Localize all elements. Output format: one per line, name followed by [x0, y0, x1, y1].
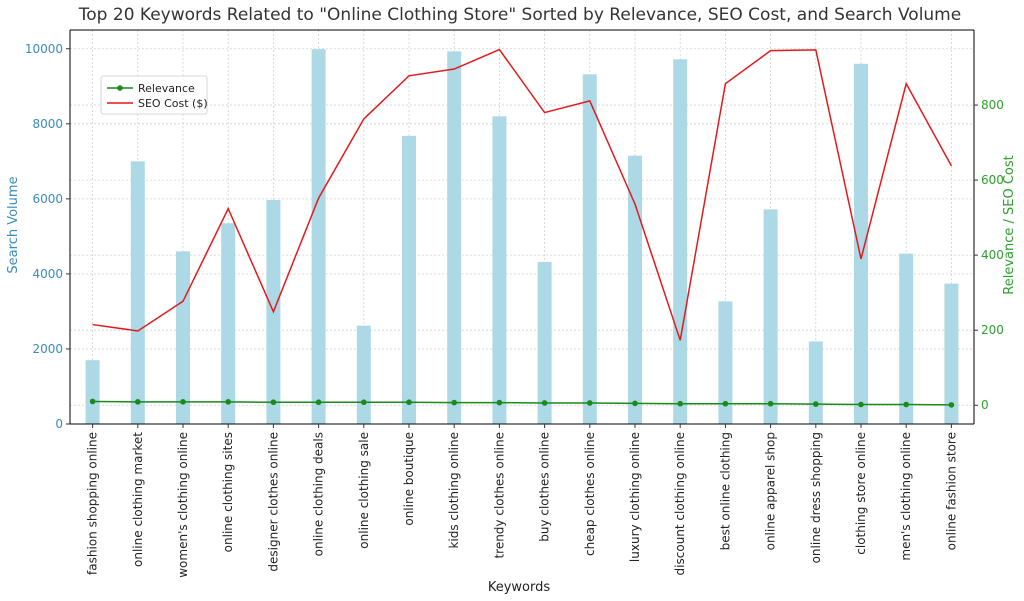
- bar-search-volume: [944, 283, 959, 424]
- bar-search-volume: [808, 341, 823, 424]
- point-relevance: [406, 399, 412, 406]
- y-left-tick-label: 4000: [32, 267, 63, 281]
- point-relevance: [496, 399, 503, 406]
- chart-title: Top 20 Keywords Related to "Online Cloth…: [78, 5, 961, 25]
- y-axis-right-label: Relevance / SEO Cost: [1002, 155, 1017, 294]
- point-relevance: [858, 401, 864, 408]
- search-volume-bars: [85, 49, 959, 425]
- point-relevance: [89, 398, 96, 405]
- bar-search-volume: [356, 325, 371, 424]
- x-tick-label: online clothing sale: [357, 432, 371, 549]
- bar-search-volume: [447, 51, 462, 424]
- legend-seo-cost-label: SEO Cost ($): [138, 97, 208, 110]
- bar-search-volume: [311, 49, 326, 424]
- point-relevance: [361, 399, 367, 406]
- x-tick-label: online clothing deals: [312, 432, 326, 556]
- y-left-tick-label: 6000: [32, 192, 63, 206]
- axes: 0 2000 4000 6000 8000 10000 0 200 400 600 800 fashi…: [25, 29, 1004, 578]
- bar-search-volume: [854, 63, 868, 425]
- x-tick-label: men's clothing online: [899, 432, 913, 561]
- bar-search-volume: [402, 135, 416, 424]
- x-tick-label: online clothing sites: [221, 432, 235, 552]
- legend: Relevance SEO Cost ($): [100, 75, 208, 115]
- x-tick-label: cheap clothes online: [583, 432, 597, 556]
- point-relevance: [948, 402, 955, 408]
- line-relevance: [92, 400, 952, 406]
- bar-search-volume: [221, 223, 236, 424]
- point-relevance: [632, 400, 638, 407]
- bar-search-volume: [537, 261, 552, 424]
- bar-search-volume: [582, 74, 597, 425]
- point-relevance: [813, 401, 819, 407]
- y-left-tick-label: 8000: [32, 117, 63, 131]
- x-tick-label: best online clothing: [718, 432, 732, 550]
- series-lines: [89, 48, 955, 408]
- point-relevance: [722, 400, 729, 407]
- bar-search-volume: [130, 161, 145, 425]
- x-tick-label: online fashion store: [944, 432, 958, 550]
- x-tick-label: discount clothing online: [673, 432, 687, 575]
- x-tick-label: designer clothes online: [266, 432, 280, 572]
- bar-search-volume: [899, 253, 914, 424]
- point-relevance: [767, 400, 774, 407]
- bar-search-volume: [673, 59, 688, 425]
- legend-relevance-marker: [117, 85, 123, 91]
- y-left-tick-label: 0: [55, 417, 63, 431]
- line-seo-cost: [92, 48, 953, 341]
- point-relevance: [135, 399, 141, 405]
- bar-search-volume: [85, 360, 100, 424]
- point-relevance: [587, 400, 593, 406]
- point-relevance: [315, 399, 322, 406]
- x-tick-label: buy clothes online: [538, 432, 552, 542]
- x-tick-label: trendy clothes online: [492, 432, 506, 559]
- bar-search-volume: [763, 209, 778, 424]
- y-right-tick-label: 800: [981, 98, 1004, 112]
- point-relevance: [225, 399, 231, 405]
- bar-search-volume: [492, 116, 507, 425]
- y-right-tick-label: 0: [981, 398, 989, 412]
- point-relevance: [180, 399, 186, 405]
- y-left-tick-label: 10000: [25, 42, 63, 56]
- x-tick-label: luxury clothing online: [628, 432, 642, 562]
- point-relevance: [903, 401, 909, 408]
- x-axis-label: Keywords: [488, 580, 551, 595]
- y-right-tick-label: 400: [981, 248, 1004, 262]
- point-relevance: [541, 400, 548, 406]
- y-axis-left-label: Search Volume: [6, 176, 21, 273]
- legend-box: [100, 75, 208, 115]
- x-tick-label: women's clothing online: [176, 432, 190, 578]
- x-tick-label: clothing store online: [854, 432, 868, 555]
- point-relevance: [451, 399, 458, 406]
- bar-search-volume: [176, 251, 190, 424]
- legend-relevance-label: Relevance: [138, 82, 195, 95]
- bar-search-volume: [718, 301, 733, 424]
- x-tick-label: online boutique: [402, 432, 416, 526]
- bar-search-volume: [628, 155, 642, 424]
- x-tick-label: online apparel shop: [764, 432, 778, 550]
- x-tick-label: online dress shopping: [809, 432, 823, 563]
- y-right-tick-label: 200: [981, 323, 1004, 337]
- y-right-tick-label: 600: [981, 173, 1004, 187]
- x-tick-label: fashion shopping online: [86, 432, 100, 575]
- point-relevance: [677, 400, 683, 407]
- point-relevance: [270, 399, 277, 406]
- y-left-tick-label: 2000: [32, 342, 63, 356]
- x-tick-label: online clothing market: [131, 432, 145, 567]
- x-tick-label: kids clothing online: [447, 432, 461, 549]
